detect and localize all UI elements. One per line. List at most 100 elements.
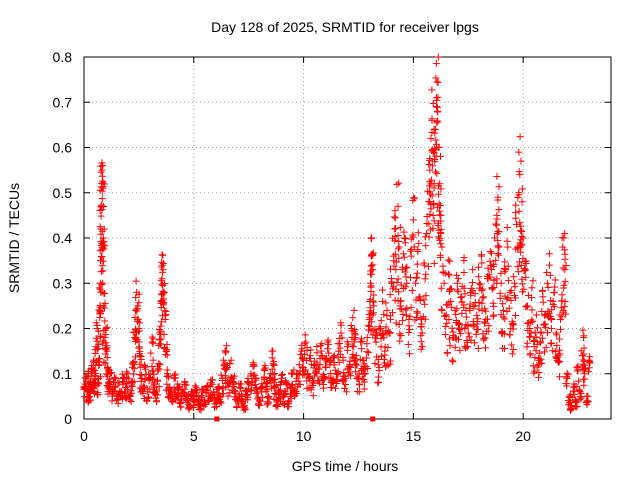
data-point xyxy=(433,103,441,111)
data-point xyxy=(437,284,445,292)
data-point xyxy=(414,309,422,317)
data-point xyxy=(414,229,422,237)
data-point xyxy=(81,374,89,382)
data-point xyxy=(155,360,163,368)
data-point xyxy=(347,363,355,371)
data-point xyxy=(528,294,536,302)
data-point xyxy=(467,291,475,299)
data-point xyxy=(160,288,168,296)
data-point xyxy=(551,283,559,291)
data-point xyxy=(458,324,466,332)
data-point xyxy=(330,354,338,362)
data-point xyxy=(493,172,501,180)
data-point xyxy=(98,253,106,261)
data-point xyxy=(514,263,522,271)
data-point xyxy=(330,361,338,369)
data-point xyxy=(387,275,395,283)
data-point xyxy=(413,273,421,281)
data-point xyxy=(114,400,122,408)
data-point xyxy=(571,396,579,404)
y-axis-label: SRMTID / TECUs xyxy=(6,183,22,293)
data-point xyxy=(428,162,436,170)
data-point xyxy=(486,248,494,256)
data-point xyxy=(96,285,104,293)
data-point xyxy=(317,347,325,355)
data-point xyxy=(545,309,553,317)
data-point xyxy=(417,338,425,346)
data-point xyxy=(556,350,564,358)
data-point xyxy=(529,277,537,285)
data-point xyxy=(360,378,368,386)
data-point xyxy=(101,326,109,334)
data-point xyxy=(319,376,327,384)
data-point xyxy=(494,242,502,250)
data-point xyxy=(363,340,371,348)
data-point xyxy=(163,346,171,354)
data-point xyxy=(319,384,327,392)
data-point xyxy=(183,396,191,404)
data-point xyxy=(580,381,588,389)
data-point xyxy=(531,328,539,336)
data-point xyxy=(177,403,185,411)
data-point xyxy=(501,258,509,266)
data-point xyxy=(402,306,410,314)
data-point xyxy=(529,362,537,370)
data-point xyxy=(198,393,206,401)
data-point xyxy=(98,201,106,209)
data-point xyxy=(89,384,97,392)
data-point xyxy=(411,316,419,324)
data-point xyxy=(553,341,561,349)
data-point xyxy=(369,249,377,257)
data-point xyxy=(395,321,403,329)
data-point xyxy=(422,292,430,300)
data-point xyxy=(448,356,456,364)
data-point xyxy=(97,268,105,276)
data-point xyxy=(325,349,333,357)
data-point xyxy=(134,327,142,335)
data-point xyxy=(155,383,163,391)
data-point xyxy=(182,381,190,389)
data-point xyxy=(529,318,537,326)
data-point xyxy=(429,99,437,107)
data-point xyxy=(360,385,368,393)
data-point xyxy=(279,371,287,379)
data-point xyxy=(432,136,440,144)
data-point xyxy=(198,385,206,393)
data-point xyxy=(159,251,167,259)
data-point xyxy=(218,385,226,393)
data-point xyxy=(406,326,414,334)
data-point xyxy=(464,329,472,337)
data-point xyxy=(396,330,404,338)
data-point xyxy=(548,325,556,333)
data-point xyxy=(534,324,542,332)
data-point xyxy=(326,357,334,365)
data-point xyxy=(362,354,370,362)
data-point xyxy=(436,251,444,259)
data-point xyxy=(509,345,517,353)
data-point xyxy=(401,235,409,243)
data-point xyxy=(457,330,465,338)
data-point xyxy=(518,240,526,248)
data-point xyxy=(188,388,196,396)
data-point xyxy=(227,356,235,364)
data-point xyxy=(400,228,408,236)
data-point xyxy=(580,350,588,358)
data-point xyxy=(161,307,169,315)
data-point xyxy=(468,279,476,287)
data-point xyxy=(436,201,444,209)
data-point xyxy=(439,262,447,270)
data-point xyxy=(432,74,440,82)
data-point xyxy=(101,289,109,297)
data-point xyxy=(516,227,524,235)
data-point xyxy=(496,294,504,302)
data-point xyxy=(518,198,526,206)
data-point xyxy=(132,294,140,302)
data-point xyxy=(508,350,516,358)
y-tick-label: 0.8 xyxy=(53,49,73,65)
data-point xyxy=(418,320,426,328)
data-point xyxy=(474,345,482,353)
data-point xyxy=(395,254,403,262)
data-point xyxy=(215,384,223,392)
data-point xyxy=(414,246,422,254)
data-point xyxy=(91,366,99,374)
